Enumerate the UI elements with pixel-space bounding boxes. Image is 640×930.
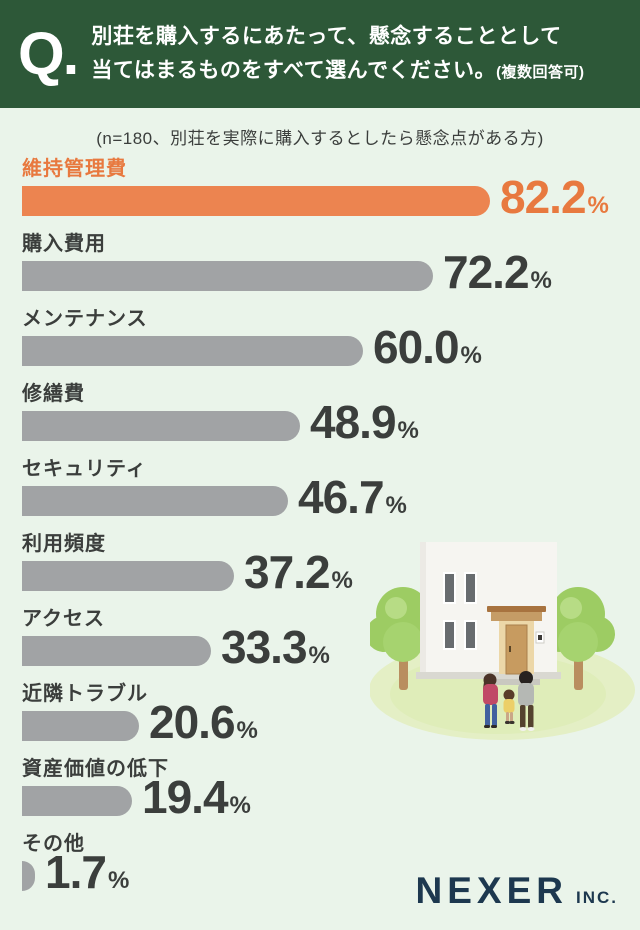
bar-row: メンテナンス 60.0% [22, 308, 618, 370]
question-line2: 当てはまるものをすべて選んでください。(複数回答可) [91, 54, 584, 88]
question-line1: 別荘を購入するにあたって、懸念することとして [91, 25, 562, 49]
bar-value: 46.7% [298, 474, 407, 521]
bar [22, 561, 234, 591]
nexer-logo-text: NEXER [415, 870, 568, 911]
house-family-illustration [370, 542, 635, 740]
bar-value-unit: % [385, 491, 407, 519]
bar-value-number: 82.2 [500, 170, 587, 223]
bar-line: 1.7% [22, 849, 618, 895]
bar-value-number: 46.7 [298, 470, 385, 523]
bar-line: 20.6% [22, 699, 618, 745]
sample-note: (n=180、別荘を実際に購入するとしたら懸念点がある方) [96, 129, 544, 148]
bar-category-label: 資産価値の低下 [22, 758, 169, 780]
bar-value: 60.0% [373, 324, 482, 371]
bar [22, 411, 300, 441]
bar-category-label: セキュリティ [22, 458, 147, 480]
bar-value: 72.2% [443, 249, 552, 296]
bar-row: 購入費用 72.2% [22, 233, 618, 295]
bar-value-unit: % [107, 866, 130, 894]
bar [22, 786, 132, 816]
bar-value: 37.2% [244, 549, 353, 596]
bar-row: セキュリティ 46.7% [22, 458, 618, 520]
bar-value-unit: % [229, 791, 251, 819]
bar-value-unit: % [308, 641, 330, 669]
bar-line: 19.4% [22, 774, 618, 820]
bar [22, 261, 433, 291]
bar-category-label: メンテナンス [22, 308, 148, 330]
bar-row: 近隣トラブル 20.6% [22, 683, 618, 745]
bar [22, 861, 35, 891]
bar-value-number: 1.7 [45, 845, 107, 898]
q-mark: Q. [18, 20, 79, 87]
bar-line: 72.2% [22, 249, 618, 295]
question-header: Q. 別荘を購入するにあたって、懸念することとして 当てはまるものをすべて選んで… [0, 0, 640, 108]
bar-value-number: 48.9 [310, 395, 397, 448]
bar-value: 19.4% [142, 774, 251, 821]
bar-value: 48.9% [310, 399, 419, 446]
bar-value-number: 20.6 [149, 695, 236, 748]
bar [22, 486, 288, 516]
bar-category-label: その他 [22, 833, 85, 855]
bar-line: 37.2% [22, 549, 618, 595]
house-icon [416, 542, 561, 685]
bar-category-label: 近隣トラブル [22, 683, 148, 705]
bar-value-number: 33.3 [221, 620, 308, 673]
bar-row: 資産価値の低下 19.4% [22, 758, 618, 820]
bar-value-number: 72.2 [443, 245, 530, 298]
bar-value-unit: % [397, 416, 419, 444]
question-text: 別荘を購入するにあたって、懸念することとして 当てはまるものをすべて選んでくださ… [91, 20, 584, 87]
question-line2-text: 当てはまるものをすべて選んでください。 [91, 59, 497, 82]
bar [22, 186, 490, 216]
bar-line: 60.0% [22, 324, 618, 370]
bar-value-unit: % [587, 191, 609, 219]
bar-line: 48.9% [22, 399, 618, 445]
bar-category-label: 維持管理費 [22, 158, 127, 180]
bar [22, 336, 363, 366]
bar-line: 82.2% [22, 174, 618, 220]
bar-row: アクセス 33.3% [22, 608, 618, 670]
bar-category-label: 購入費用 [22, 233, 106, 255]
bar-value-number: 19.4 [142, 770, 229, 823]
bar-value-unit: % [530, 266, 552, 294]
bar-row: その他 1.7% [22, 833, 618, 895]
bar-value-unit: % [460, 341, 482, 369]
bar-row: 利用頻度 37.2% [22, 533, 618, 595]
bar [22, 711, 139, 741]
bar-category-label: 利用頻度 [22, 533, 106, 555]
bar-value: 1.7% [45, 849, 130, 896]
bar-value-number: 37.2 [244, 545, 331, 598]
family-icon [483, 671, 535, 731]
bar-value-unit: % [236, 716, 258, 744]
bar-chart: 維持管理費 82.2% 購入費用 72.2% メンテナンス 60.0% 修繕費 48.9% セキ… [22, 158, 618, 908]
bar-line: 46.7% [22, 474, 618, 520]
bar-row: 維持管理費 82.2% [22, 158, 618, 220]
bar-value-unit: % [331, 566, 353, 594]
nexer-logo: NEXER INC. [416, 870, 618, 912]
bar-value: 82.2% [500, 174, 609, 221]
bar-line: 33.3% [22, 624, 618, 670]
bar-value-number: 60.0 [373, 320, 460, 373]
bar-category-label: アクセス [22, 608, 105, 630]
question-note: (複数回答可) [496, 64, 585, 81]
bar-row: 修繕費 48.9% [22, 383, 618, 445]
nexer-logo-suffix: INC. [576, 888, 618, 907]
bar-value: 33.3% [221, 624, 330, 671]
bar-value: 20.6% [149, 699, 258, 746]
bar [22, 636, 211, 666]
bar-category-label: 修繕費 [22, 383, 85, 405]
